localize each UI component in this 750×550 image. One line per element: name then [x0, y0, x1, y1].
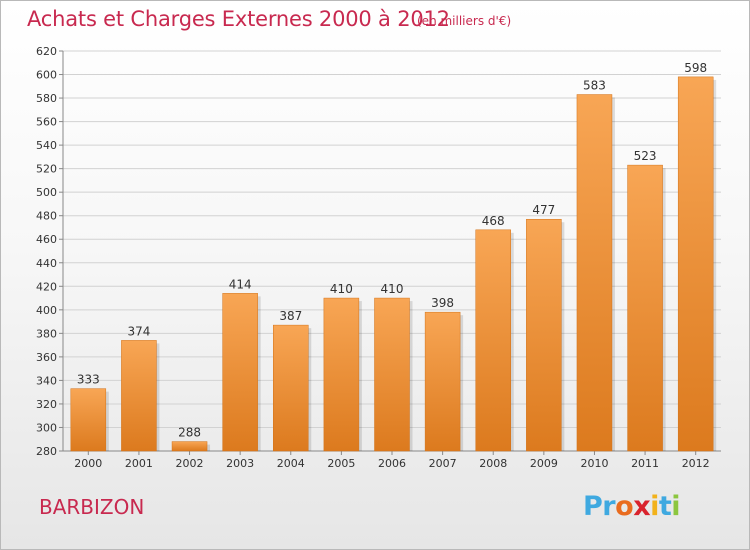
logo-letter: x [633, 491, 651, 522]
value-label: 410 [330, 282, 353, 296]
y-tick-label: 320 [36, 398, 57, 411]
bar-2010 [576, 94, 613, 452]
x-tick-label: 2010 [580, 457, 608, 470]
bar-2006 [374, 297, 410, 452]
logo-letter: i [650, 491, 659, 522]
y-tick-label: 600 [36, 69, 57, 82]
bars [70, 76, 717, 452]
bar-2005 [323, 297, 360, 452]
x-tick-label: 2007 [429, 457, 457, 470]
y-tick-label: 620 [36, 45, 57, 58]
logo-letter: i [671, 491, 681, 522]
bar-2004 [273, 324, 309, 452]
y-tick-label: 420 [36, 280, 57, 293]
bar-2008 [475, 229, 511, 452]
value-label: 374 [127, 324, 150, 338]
x-tick-label: 2003 [226, 457, 254, 470]
proxiti-logo: Proxiti [583, 491, 681, 522]
chart-subtitle: (en milliers d'€) [417, 14, 512, 28]
y-tick-label: 460 [36, 233, 57, 246]
value-label: 477 [532, 203, 555, 217]
value-label: 288 [178, 426, 201, 440]
value-label: 468 [482, 214, 505, 228]
y-tick-label: 520 [36, 163, 57, 176]
value-label: 523 [634, 149, 657, 163]
y-tick-label: 400 [36, 304, 57, 317]
x-tick-label: 2011 [631, 457, 659, 470]
y-tick-label: 540 [36, 139, 57, 152]
bar-2000 [70, 388, 107, 452]
x-tick-label: 2000 [74, 457, 102, 470]
value-label: 414 [229, 277, 252, 291]
y-tick-label: 440 [36, 257, 57, 270]
bar-2003 [222, 293, 258, 452]
y-tick-label: 300 [36, 421, 57, 434]
logo-letter: t [658, 491, 672, 522]
y-tick-label: 280 [36, 445, 57, 458]
commune-name: BARBIZON [39, 495, 145, 519]
data-labels: 333 374 288 414 387 410 410 398 468 477 583 523 598 [77, 61, 707, 440]
x-tick-label: 2005 [327, 457, 355, 470]
x-tick-label: 2001 [125, 457, 153, 470]
chart-title: Achats et Charges Externes 2000 à 2012 [27, 7, 450, 31]
y-tick-label: 500 [36, 186, 57, 199]
value-label: 598 [684, 61, 707, 75]
y-tick-label: 480 [36, 210, 57, 223]
x-tick-label: 2012 [682, 457, 710, 470]
y-tick-label: 340 [36, 374, 57, 387]
value-label: 583 [583, 79, 606, 93]
y-tick-label: 560 [36, 116, 57, 129]
value-label: 398 [431, 296, 454, 310]
logo-letter: r [602, 491, 616, 522]
x-tick-label: 2006 [378, 457, 406, 470]
bar-2002 [171, 441, 208, 452]
bar-2007 [424, 311, 461, 452]
logo-letter: P [583, 491, 603, 522]
x-tick-label: 2008 [479, 457, 507, 470]
bar-2001 [121, 340, 157, 452]
logo-letter: o [615, 491, 634, 522]
bar-2009 [526, 218, 562, 452]
x-tick-label: 2002 [176, 457, 204, 470]
value-label: 333 [77, 373, 100, 387]
y-tick-label: 580 [36, 92, 57, 105]
y-tick-label: 380 [36, 327, 57, 340]
x-tick-label: 2009 [530, 457, 558, 470]
value-label: 410 [381, 282, 404, 296]
x-tick-label: 2004 [277, 457, 305, 470]
value-label: 387 [279, 309, 302, 323]
bar-2011 [627, 164, 663, 452]
y-tick-label: 360 [36, 351, 57, 364]
bar-2012 [677, 76, 714, 452]
